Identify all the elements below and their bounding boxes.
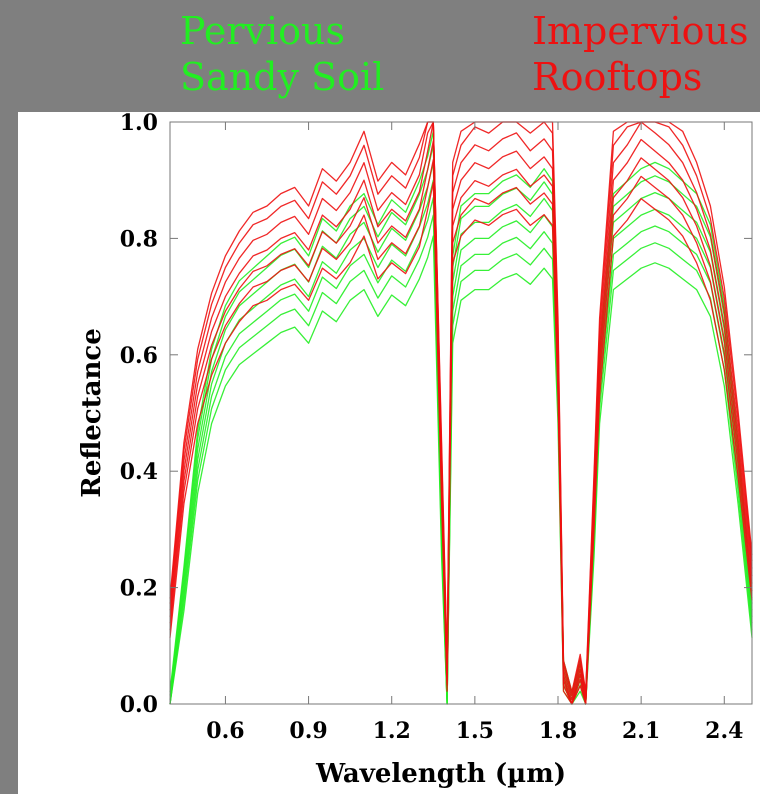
x-tick-label-1: 0.9: [289, 718, 327, 744]
y-tick-label-1: 0.2: [120, 576, 158, 602]
y-tick-label-3: 0.6: [120, 343, 158, 369]
impervious-series-line-2: [169, 140, 753, 705]
plot-frame: [169, 121, 753, 705]
x-axis-label: Wavelength (µm): [315, 759, 566, 789]
x-tick-label-2: 1.2: [373, 718, 411, 744]
legend-pervious-sandy-soil: Pervious Sandy Soil: [180, 9, 385, 99]
y-tick-label-4: 0.8: [120, 226, 158, 252]
y-axis-label: Reflectance: [77, 328, 107, 498]
impervious-series-line-5: [169, 121, 753, 696]
pervious-series-line-1: [169, 214, 753, 705]
pervious-series-line-2: [169, 197, 753, 705]
x-tick-label-3: 1.5: [456, 718, 494, 744]
chart-panel: 0.0 0.2 0.4 0.6 0.8 1.0 0.6 0.9 1.2 1.5 1.8 2.1 2.4 W…: [18, 112, 760, 794]
pervious-series-line-6: [169, 130, 753, 693]
x-tick-label-5: 2.1: [622, 718, 660, 744]
impervious-series-line-0: [169, 181, 753, 705]
pervious-series-line-5: [169, 144, 753, 696]
x-tick-label-6: 2.4: [705, 718, 743, 744]
impervious-series-line-3: [169, 121, 753, 705]
y-tick-label-2: 0.4: [120, 459, 158, 485]
y-tick-label-5: 1.0: [120, 112, 158, 136]
pervious-series-line-3: [169, 179, 753, 705]
pervious-series-line-4: [169, 162, 753, 701]
reflectance-chart: 0.0 0.2 0.4 0.6 0.8 1.0 0.6 0.9 1.2 1.5 1.8 2.1 2.4 W…: [77, 112, 753, 789]
x-tick-label-0: 0.6: [206, 718, 244, 744]
impervious-series-line-1: [169, 159, 753, 705]
y-tick-label-0: 0.0: [120, 692, 158, 718]
legend-impervious-rooftops: Impervious Rooftops: [532, 9, 749, 99]
impervious-series-line-4: [169, 121, 753, 701]
x-tick-label-4: 1.8: [539, 718, 577, 744]
pervious-series-line-0: [169, 235, 753, 705]
